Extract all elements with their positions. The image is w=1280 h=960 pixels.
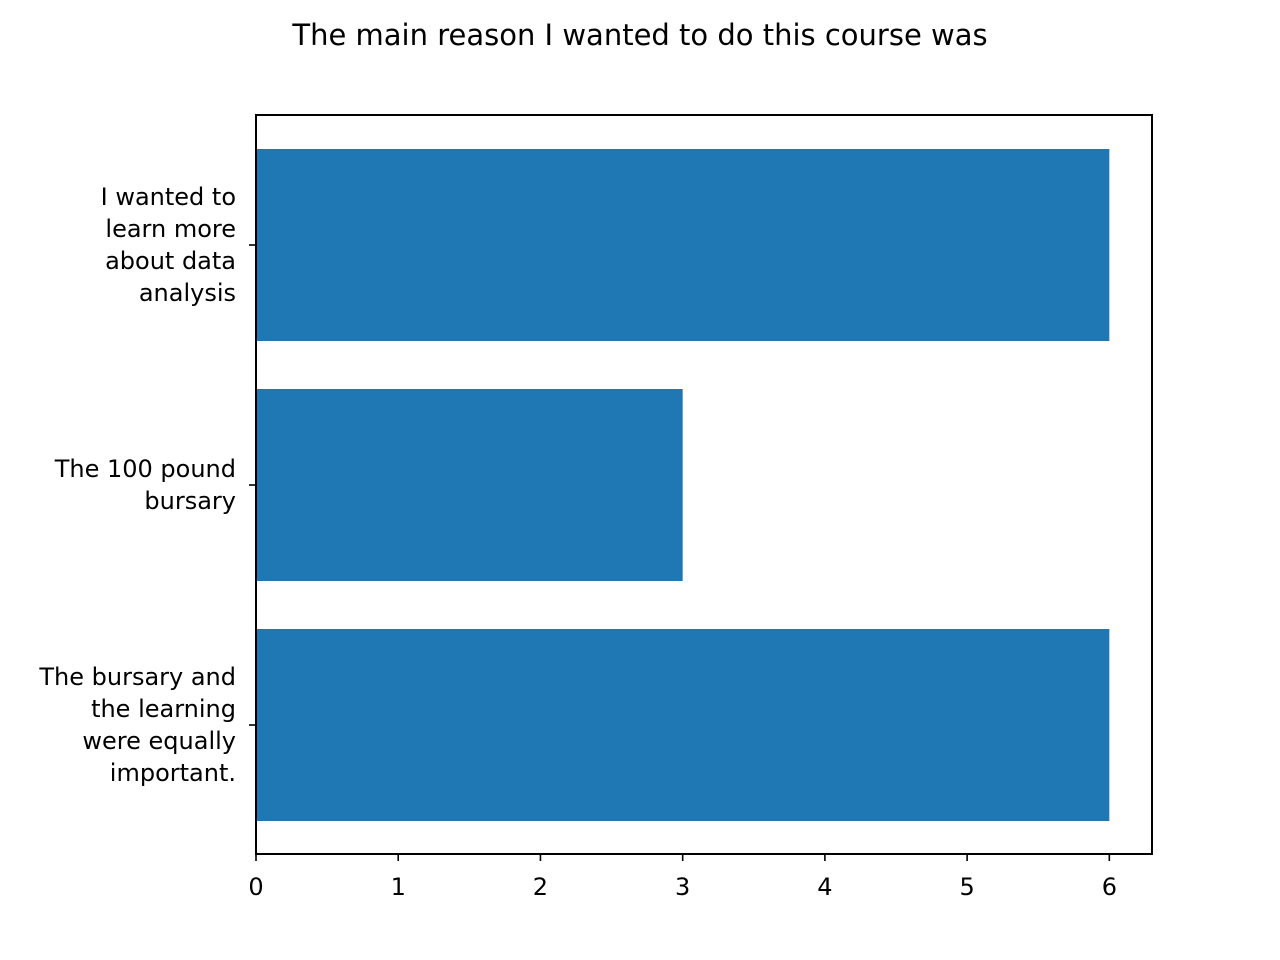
y-tick-label-line: The bursary and [38, 663, 236, 691]
plot-frame [255, 114, 1153, 855]
y-tick-label-line: bursary [144, 487, 236, 515]
y-tick-label-line: about data [105, 247, 236, 275]
y-tick-label-line: I wanted to [101, 183, 236, 211]
y-tick-label-line: analysis [139, 279, 236, 307]
x-tick-label-0: 0 [248, 873, 263, 901]
x-tick-label-6: 6 [1102, 873, 1117, 901]
x-tick-label-5: 5 [959, 873, 974, 901]
y-tick-label-3: The bursary and the learning were equally i… [38, 663, 236, 787]
y-tick-label-2: The 100 pound bursary [54, 455, 236, 515]
bar-3 [256, 629, 1110, 821]
y-tick-label-1: I wanted to learn more about data analysis [101, 183, 236, 307]
y-axis: I wanted to learn more about data analysis T… [38, 183, 256, 787]
y-tick-label-line: important. [110, 759, 236, 787]
bar-2 [256, 389, 683, 581]
x-tick-label-3: 3 [675, 873, 690, 901]
x-tick-label-1: 1 [391, 873, 406, 901]
y-tick-label-line: the learning [91, 695, 236, 723]
x-tick-label-2: 2 [533, 873, 548, 901]
bar-1 [256, 149, 1110, 341]
x-tick-label-4: 4 [817, 873, 832, 901]
y-tick-label-line: learn more [105, 215, 236, 243]
chart-title: The main reason I wanted to do this cour… [291, 18, 987, 52]
bars-group [256, 149, 1110, 821]
y-tick-label-line: The 100 pound [54, 455, 236, 483]
y-tick-label-line: were equally [82, 727, 236, 755]
x-axis: 0 1 2 3 4 5 6 [248, 854, 1117, 901]
